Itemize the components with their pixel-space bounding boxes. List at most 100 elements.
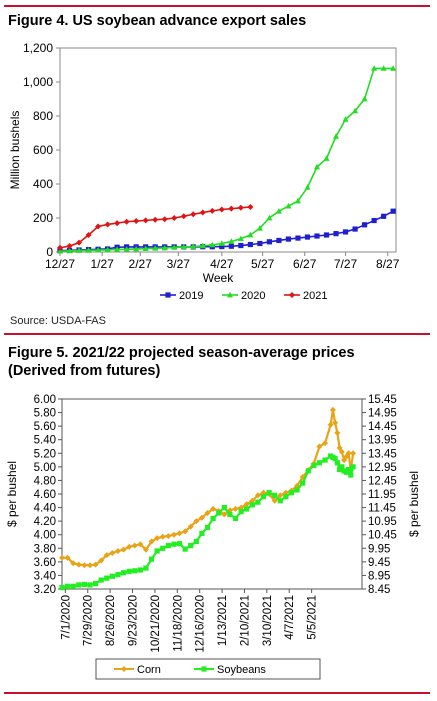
fig4-point-2021 <box>218 206 225 213</box>
fig5-y-right-tick-label: 9.45 <box>368 557 390 569</box>
fig5-point-Soybeans <box>193 538 199 545</box>
fig5-point-Corn <box>176 530 183 537</box>
fig5-y-left-tick-label: 4.00 <box>34 530 56 542</box>
fig5-y-right-tick-label: 12.45 <box>368 475 397 487</box>
fig5-point-Corn <box>338 448 345 455</box>
fig4-x-tick-label: 6/27 <box>293 257 317 271</box>
fig4-point-2020 <box>371 65 378 71</box>
fig5-point-Soybeans <box>238 509 244 515</box>
fig4-point-2021 <box>209 207 216 214</box>
fig5-y-left-axis-label: $ per bushel <box>5 461 19 527</box>
fig5-point-Soybeans <box>120 570 127 576</box>
fig4-y-tick-label: 400 <box>33 177 53 191</box>
fig4-point-2021 <box>142 217 149 224</box>
fig5-point-Corn <box>210 505 217 512</box>
fig5-point-Corn <box>341 457 348 464</box>
fig5-point-Corn <box>70 560 77 567</box>
fig4-y-tick-label: 800 <box>33 109 53 123</box>
fig4-point-2021 <box>95 223 102 230</box>
fig4-point-2019 <box>304 234 311 240</box>
fig5-point-Soybeans <box>300 480 306 486</box>
fig4-point-2019 <box>219 243 225 250</box>
fig5-y-right-tick-label: 10.45 <box>368 530 397 542</box>
fig5-point-Corn <box>81 562 88 569</box>
fig4-plot-frame <box>59 47 397 253</box>
fig5-x-tick-label: 2/10/2021 <box>239 595 251 646</box>
fig4-point-2019 <box>228 243 234 249</box>
fig5-point-Soybeans <box>109 573 115 579</box>
fig4-y-tick-label: 1,000 <box>23 75 53 89</box>
fig4-point-2020 <box>390 65 397 71</box>
fig5-point-Corn <box>131 542 138 549</box>
figure4-source: Source: USDA-FAS <box>10 315 106 327</box>
fig4-point-2020 <box>171 244 178 250</box>
fig5-series-Corn <box>59 406 357 569</box>
fig5-y-left-tick-label: 5.20 <box>34 448 56 460</box>
fig4-legend-swatch-marker <box>165 292 171 298</box>
fig4-point-2020 <box>323 155 330 161</box>
figure4-chart: 0 200 400 600 800 1,000 1,200 Million bushels 12… <box>8 41 400 302</box>
fig4-point-2019 <box>257 240 263 247</box>
fig5-point-Corn <box>120 546 127 553</box>
fig4-legend-label: 2019 <box>179 290 203 302</box>
fig5-point-Soybeans <box>216 510 222 516</box>
fig5-point-Corn <box>271 497 278 504</box>
fig5-point-Corn <box>294 482 301 489</box>
fig5-x-tick-label: 4/7/2021 <box>284 595 296 640</box>
fig5-point-Corn <box>159 533 166 540</box>
fig5-point-Soybeans <box>132 568 138 574</box>
fig5-point-Corn <box>142 546 149 553</box>
fig4-point-2020 <box>256 225 263 231</box>
fig4-point-2019 <box>295 235 301 241</box>
fig4-point-2020 <box>142 245 149 251</box>
fig5-point-Soybeans <box>249 502 255 508</box>
fig4-x-tick-label: 7/27 <box>334 257 358 271</box>
fig5-point-Soybeans <box>332 456 338 462</box>
fig4-y-tick-label: 200 <box>33 211 53 225</box>
fig5-y-right-tick-label: 10.95 <box>368 516 397 528</box>
fig5-point-Soybeans <box>188 542 194 549</box>
fig5-point-Corn <box>204 510 211 516</box>
fig5-point-Soybeans <box>204 524 211 530</box>
fig4-point-2020 <box>209 241 216 248</box>
fig5-line-Soybeans <box>61 454 355 589</box>
fig5-point-Soybeans <box>148 556 155 562</box>
fig5-x-tick-label: 7/29/2020 <box>83 595 95 646</box>
fig5-point-Soybeans <box>160 545 166 551</box>
fig5-point-Soybeans <box>277 498 283 504</box>
fig5-point-Soybeans <box>165 542 171 549</box>
fig5-point-Soybeans <box>322 457 328 463</box>
fig5-point-Soybeans <box>334 460 340 466</box>
fig4-point-2019 <box>333 231 339 237</box>
fig5-point-Soybeans <box>104 575 110 581</box>
fig4-point-2020 <box>333 133 340 139</box>
fig4-point-2021 <box>161 216 168 223</box>
fig5-point-Soybeans <box>92 580 99 587</box>
fig5-y-left-tick-label: 4.60 <box>34 489 56 501</box>
fig5-point-Corn <box>232 505 239 512</box>
fig4-point-2021 <box>171 215 178 221</box>
fig4-point-2021 <box>57 244 63 251</box>
fig4-point-2021 <box>66 243 73 250</box>
fig4-point-2020 <box>285 202 292 209</box>
figure4-top-rule <box>4 5 430 7</box>
fig4-legend-2021: 2021 <box>284 290 327 302</box>
fig5-point-Soybeans <box>98 577 104 583</box>
figure5-bottom-rule <box>4 692 430 694</box>
fig5-point-Soybeans <box>305 468 311 474</box>
fig5-point-Corn <box>334 429 341 436</box>
fig4-point-2019 <box>352 226 358 232</box>
fig4-point-2020 <box>152 245 159 251</box>
figure5-title-line1: Figure 5. 2021/22 projected season-avera… <box>8 345 355 361</box>
fig4-point-2020 <box>247 231 254 238</box>
fig5-point-Corn <box>170 531 177 538</box>
fig4-legend-2020: 2020 <box>222 290 265 302</box>
fig4-point-2020 <box>266 214 273 221</box>
fig4-point-2020 <box>275 208 282 214</box>
fig5-point-Soybeans <box>210 515 216 522</box>
fig4-point-2019 <box>371 217 377 224</box>
fig4-point-2020 <box>76 247 83 253</box>
fig5-point-Soybeans <box>345 466 352 473</box>
fig4-y-tick-label: 0 <box>46 245 53 259</box>
fig4-point-2021 <box>123 218 130 225</box>
